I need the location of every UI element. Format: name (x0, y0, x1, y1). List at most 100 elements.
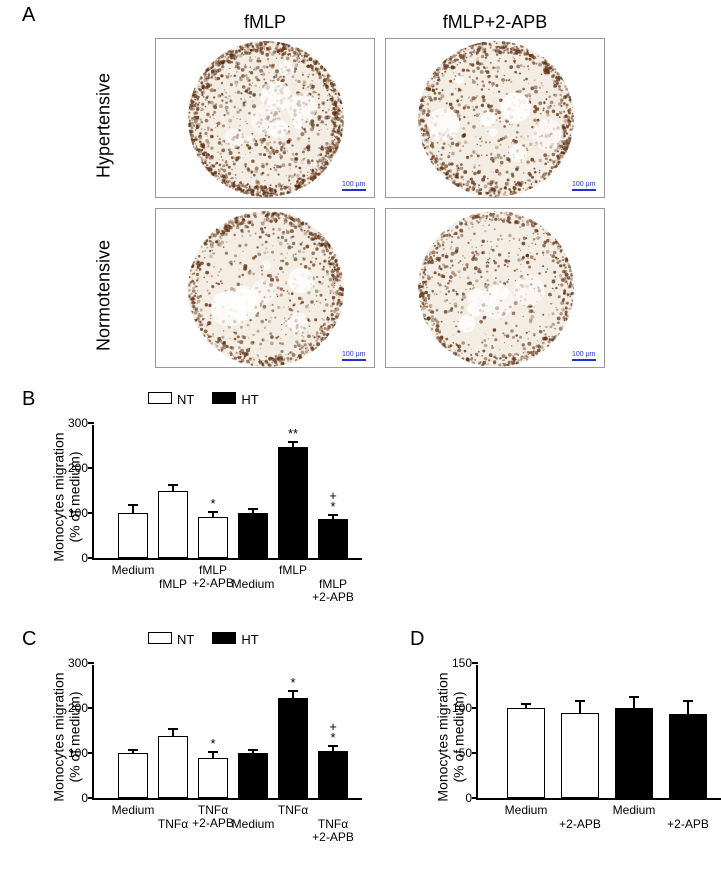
y-tick-label: 150 (452, 656, 478, 670)
micrograph-ht-fmlp: 100 µm (155, 38, 375, 198)
bar (198, 423, 228, 558)
y-axis-label: Monocytes migration(% of medium) (50, 672, 82, 801)
error-bar (132, 505, 134, 513)
bar-column (318, 519, 348, 558)
x-tick-label: fMLP+2-APB (312, 578, 354, 604)
panel-a-col-header-0: fMLP (155, 12, 375, 33)
legend-item: HT (212, 392, 258, 407)
x-tick-label: Medium (505, 804, 548, 817)
x-tick-label: Medium (613, 804, 656, 817)
x-tick-label: +2-APB (559, 818, 601, 831)
panel-letter-b: B (22, 388, 35, 411)
panel-letter-c: C (22, 628, 36, 651)
bar (507, 663, 545, 798)
x-tick-label: +2-APB (667, 818, 709, 831)
bar-column (278, 447, 308, 558)
error-cap (208, 511, 218, 513)
scalebar: 100 µm (572, 351, 596, 361)
y-tick-label: 300 (68, 656, 94, 670)
panel-a-row-header-1: Normotensive (94, 216, 115, 376)
bar (669, 663, 707, 798)
error-cap (128, 749, 138, 751)
bar-column (158, 491, 188, 559)
error-cap (248, 749, 258, 751)
y-tick-label: 0 (465, 791, 478, 805)
bar (158, 663, 188, 798)
x-tick-label: Medium (232, 578, 275, 591)
error-cap (288, 441, 298, 443)
error-bar (687, 701, 689, 715)
bar-column (561, 713, 599, 798)
bar (318, 663, 348, 798)
bar (278, 663, 308, 798)
legend-item: NT (148, 392, 194, 407)
micrograph-nt-fmlp: 100 µm (155, 208, 375, 368)
legend-label: NT (177, 392, 194, 407)
scalebar: 100 µm (342, 351, 366, 361)
error-bar (292, 691, 294, 698)
y-tick-label: 100 (68, 746, 94, 760)
y-tick-label: 0 (81, 551, 94, 565)
bar-column (507, 708, 545, 798)
y-tick-label: 100 (68, 506, 94, 520)
bar (158, 423, 188, 558)
error-cap (683, 700, 693, 702)
x-tick-label: Medium (112, 804, 155, 817)
panel-a-row-header-0: Hypertensive (94, 46, 115, 206)
y-tick-label: 200 (68, 461, 94, 475)
bar-column (278, 698, 308, 798)
x-tick-label: TNFα (158, 818, 188, 831)
error-cap (328, 745, 338, 747)
plot-area: 0100200300MediumTNFα*TNFα+2-APBMedium*TN… (92, 665, 362, 800)
bar (561, 663, 599, 798)
y-axis-label: Monocytes migration(% of medium) (434, 672, 466, 801)
legend-swatch (212, 632, 236, 644)
bar (318, 423, 348, 558)
bar-column (615, 708, 653, 798)
y-tick-label: 300 (68, 416, 94, 430)
error-cap (248, 508, 258, 510)
bar (278, 423, 308, 558)
panel-letter-a: A (22, 4, 35, 27)
figure: A fMLP fMLP+2-APB Hypertensive Normotens… (0, 0, 721, 891)
legend-swatch (148, 632, 172, 644)
bar-column (158, 736, 188, 798)
error-cap (629, 696, 639, 698)
legend-item: NT (148, 632, 194, 647)
error-bar (633, 697, 635, 708)
y-tick-label: 0 (81, 791, 94, 805)
bar-column (238, 513, 268, 558)
bar (118, 423, 148, 558)
x-tick-label: TNFα+2-APB (192, 804, 234, 830)
legend-label: HT (241, 632, 258, 647)
legend-swatch (212, 392, 236, 404)
error-cap (288, 690, 298, 692)
error-cap (168, 484, 178, 486)
bar-column (318, 751, 348, 798)
y-tick-label: 50 (459, 746, 478, 760)
legend-swatch (148, 392, 172, 404)
bar-column (118, 753, 148, 798)
error-cap (128, 504, 138, 506)
scalebar: 100 µm (572, 181, 596, 191)
legend: NT HT (148, 632, 259, 647)
bar-column (118, 513, 148, 558)
error-cap (521, 703, 531, 705)
bar (198, 663, 228, 798)
bar (118, 663, 148, 798)
bar (238, 423, 268, 558)
panel-a-col-header-1: fMLP+2-APB (385, 12, 605, 33)
bar-column (669, 714, 707, 798)
x-tick-label: fMLP (279, 564, 307, 577)
error-bar (579, 701, 581, 714)
bar-column (238, 753, 268, 798)
legend-item: HT (212, 632, 258, 647)
bar (615, 663, 653, 798)
error-cap (575, 700, 585, 702)
legend-label: HT (241, 392, 258, 407)
x-tick-label: TNFα (278, 804, 308, 817)
bar-column (198, 758, 228, 799)
micrograph-nt-fmlp-2apb: 100 µm (385, 208, 605, 368)
panel-letter-d: D (410, 628, 424, 651)
y-axis-label: Monocytes migration(% of medium) (50, 432, 82, 561)
